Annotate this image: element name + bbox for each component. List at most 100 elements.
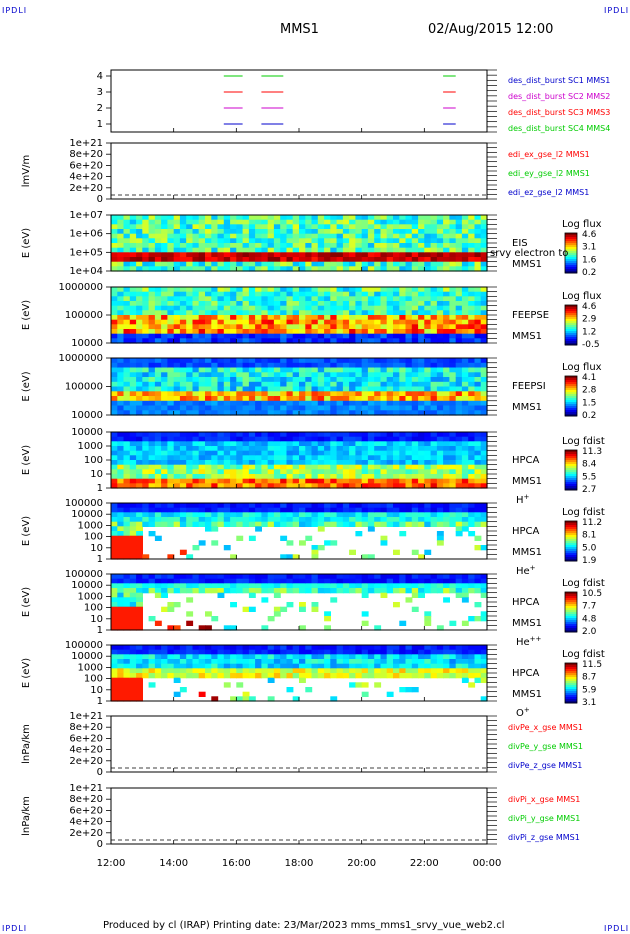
heatmap-cell bbox=[380, 507, 388, 513]
heatmap-cell bbox=[443, 400, 450, 407]
heatmap-cell bbox=[148, 400, 156, 407]
heatmap-cell bbox=[311, 391, 319, 397]
heatmap-cell bbox=[405, 324, 413, 330]
heatmap-cell bbox=[230, 291, 237, 297]
heatmap-cell bbox=[355, 252, 363, 258]
heatmap-cell bbox=[455, 503, 463, 509]
heatmap-cell bbox=[311, 654, 319, 660]
heatmap-cell bbox=[161, 215, 168, 221]
heatmap-cell bbox=[342, 578, 350, 584]
heatmap-cell bbox=[355, 588, 363, 594]
heatmap-cell bbox=[255, 233, 262, 239]
colorbar-segment bbox=[565, 392, 577, 395]
heatmap-cell bbox=[248, 668, 256, 674]
heatmap-cell bbox=[405, 224, 413, 230]
x-tick-label: 14:00 bbox=[159, 858, 188, 869]
heatmap-cell bbox=[443, 460, 450, 466]
heatmap-cell bbox=[148, 588, 156, 594]
heatmap-cell bbox=[380, 592, 388, 598]
heatmap-cell bbox=[405, 469, 413, 475]
heatmap-cell bbox=[349, 455, 356, 461]
heatmap-cell bbox=[117, 455, 125, 461]
heatmap-cell bbox=[374, 396, 382, 402]
colorbar-tick-label: 0.2 bbox=[582, 411, 596, 421]
heatmap-cell bbox=[242, 455, 250, 461]
heatmap-cell bbox=[324, 503, 331, 509]
heatmap-cell bbox=[468, 464, 476, 470]
heatmap-cell bbox=[299, 391, 306, 397]
heatmap-cell bbox=[280, 381, 288, 388]
heatmap-cell bbox=[223, 291, 231, 297]
heatmap-cell bbox=[173, 673, 181, 679]
heatmap-cell bbox=[117, 503, 125, 509]
heatmap-cell bbox=[211, 616, 219, 622]
heatmap-cell bbox=[136, 474, 143, 480]
heatmap-cell bbox=[123, 464, 131, 470]
heatmap-cell bbox=[223, 436, 231, 442]
heatmap-cell bbox=[242, 469, 250, 475]
heatmap-cell bbox=[173, 310, 181, 316]
heatmap-cell bbox=[186, 396, 194, 402]
heatmap-cell bbox=[198, 305, 206, 311]
heatmap-cell bbox=[292, 588, 300, 594]
heatmap-cell bbox=[361, 257, 369, 263]
heatmap-cell bbox=[449, 469, 457, 475]
heatmap-cell bbox=[299, 266, 306, 272]
heatmap-cell bbox=[405, 243, 413, 249]
heatmap-cell bbox=[449, 507, 457, 513]
heatmap-cell bbox=[430, 483, 438, 489]
heatmap-cell bbox=[292, 455, 300, 461]
colorbar-segment bbox=[565, 255, 577, 258]
heatmap-cell bbox=[449, 261, 457, 267]
heatmap-cell bbox=[367, 233, 375, 239]
y-tick-label: 1e+06 bbox=[69, 229, 103, 240]
spacecraft-label: MMS1 bbox=[512, 618, 542, 629]
heatmap-cell bbox=[305, 287, 313, 293]
heatmap-cell bbox=[455, 432, 463, 438]
heatmap-cell bbox=[167, 663, 175, 669]
heatmap-cell bbox=[236, 673, 244, 679]
heatmap-cell bbox=[142, 668, 150, 674]
heatmap-cell bbox=[273, 287, 281, 293]
heatmap-cell bbox=[367, 266, 375, 272]
heatmap-cell bbox=[136, 677, 143, 683]
heatmap-cell bbox=[154, 305, 162, 311]
heatmap-cell bbox=[111, 287, 118, 293]
heatmap-cell bbox=[223, 645, 231, 651]
heatmap-cell bbox=[198, 405, 206, 411]
heatmap-cell bbox=[436, 367, 444, 373]
heatmap-cell bbox=[129, 549, 137, 555]
heatmap-cell bbox=[129, 540, 137, 546]
heatmap-cell bbox=[299, 574, 306, 580]
heatmap-cell bbox=[330, 266, 338, 272]
heatmap-cell bbox=[286, 574, 294, 580]
heatmap-cell bbox=[399, 649, 407, 655]
heatmap-cell bbox=[361, 464, 369, 470]
heatmap-cell bbox=[179, 663, 187, 669]
heatmap-cell bbox=[217, 305, 225, 311]
heatmap-cell bbox=[311, 367, 319, 373]
heatmap-cell bbox=[205, 469, 212, 475]
heatmap-cell bbox=[449, 517, 457, 523]
heatmap-cell bbox=[236, 372, 244, 378]
heatmap-cell bbox=[405, 663, 413, 669]
heatmap-cell bbox=[399, 474, 407, 480]
heatmap-cell bbox=[424, 296, 432, 302]
heatmap-cell bbox=[161, 224, 168, 230]
heatmap-cell bbox=[267, 319, 275, 325]
heatmap-cell bbox=[367, 503, 375, 509]
heatmap-cell bbox=[355, 266, 363, 272]
heatmap-cell bbox=[230, 602, 237, 608]
heatmap-cell bbox=[424, 287, 432, 293]
corner-label-tl: IPDLI bbox=[2, 6, 28, 15]
heatmap-cell bbox=[330, 540, 338, 546]
heatmap-cell bbox=[286, 517, 294, 523]
heatmap-cell bbox=[267, 446, 275, 452]
heatmap-cell bbox=[211, 301, 219, 307]
heatmap-cell bbox=[198, 257, 206, 263]
heatmap-cell bbox=[399, 659, 407, 665]
heatmap-cell bbox=[248, 673, 256, 679]
heatmap-cell bbox=[148, 455, 156, 461]
heatmap-cell bbox=[223, 372, 231, 378]
heatmap-cell bbox=[324, 252, 331, 258]
